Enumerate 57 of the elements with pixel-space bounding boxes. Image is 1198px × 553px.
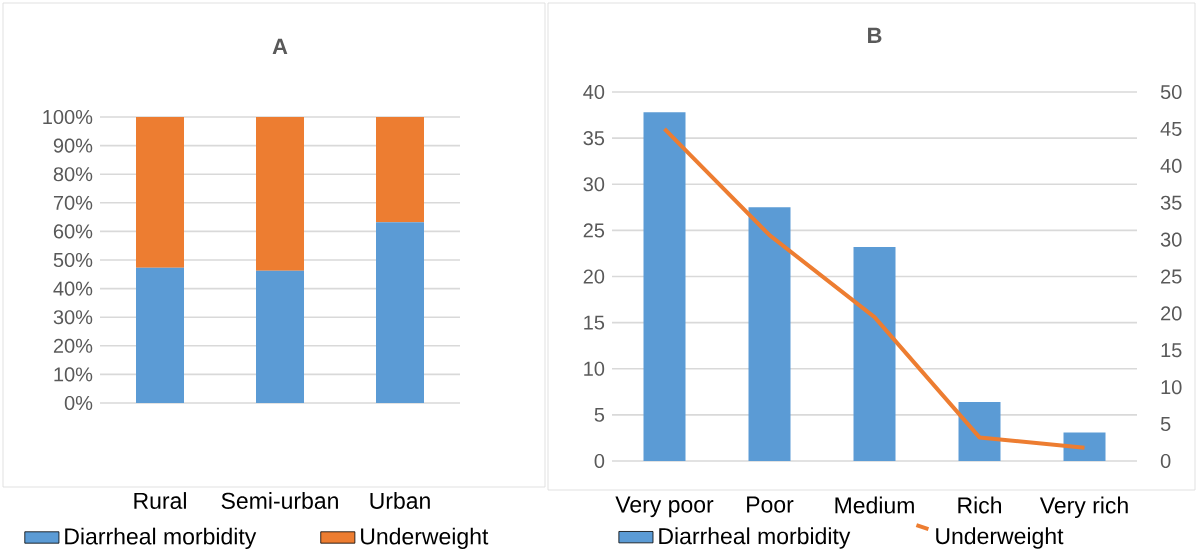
y-tick-label: 35: [583, 131, 605, 146]
y-tick-label: 20: [583, 269, 605, 284]
y-tick-label: 10: [584, 361, 605, 376]
line-series: [662, 126, 1087, 450]
y-tick-label: 25: [583, 223, 605, 238]
x-tick-label: Very rich: [1039, 496, 1128, 519]
y2-tick-label: 0: [1160, 453, 1171, 469]
chart-title: A: [272, 38, 288, 54]
y2-tick-label: 45: [1160, 121, 1182, 136]
y-tick-label: 0: [594, 453, 605, 469]
y2-tick-label: 10: [1161, 380, 1182, 395]
y-tick-label: 10%: [54, 367, 93, 382]
y-tick-label: 30%: [53, 310, 93, 325]
x-tick-label: Semi-urban: [221, 492, 338, 509]
y-tick-label: 100%: [43, 109, 93, 125]
legend-label: Underweight: [936, 527, 1064, 549]
y2-tick-label: 20: [1161, 306, 1182, 321]
bar: [376, 222, 424, 403]
bar: [853, 246, 896, 461]
y2-tick-label: 40: [1160, 158, 1182, 173]
bar: [748, 207, 791, 461]
bar: [1063, 432, 1106, 461]
y2-tick-label: 35: [1160, 195, 1182, 210]
x-tick-label: Rich: [958, 496, 1002, 514]
y2-tick-label: 50: [1160, 84, 1182, 100]
y2-tick-label: 30: [1160, 232, 1182, 247]
y-tick-label: 90%: [53, 138, 93, 153]
y-tick-label: 40%: [53, 281, 93, 296]
y2-tick-label: 25: [1161, 269, 1182, 284]
x-tick-label: Medium: [835, 496, 914, 514]
y-tick-label: 70%: [53, 195, 93, 210]
y2-tick-label: 15: [1161, 343, 1182, 358]
y-tick-label: 20%: [53, 338, 93, 353]
y-tick-label: 80%: [53, 167, 93, 182]
bar: [256, 117, 305, 271]
bar: [256, 270, 305, 403]
y-tick-label: 40: [583, 84, 605, 100]
y-tick-label: 15: [584, 315, 605, 330]
bar: [136, 117, 185, 268]
x-tick-label: Very poor: [615, 496, 714, 518]
y-tick-label: 0%: [64, 395, 93, 411]
x-tick-label: Poor: [747, 496, 794, 513]
y-tick-label: 50%: [53, 252, 93, 268]
bar: [136, 267, 185, 403]
y-tick-label: 30: [583, 177, 605, 192]
legend-label: Diarrheal morbidity: [659, 527, 851, 549]
y-tick-label: 60%: [53, 224, 93, 239]
x-tick-label: Urban: [370, 492, 430, 509]
legend-label: Underweight: [361, 527, 489, 550]
y-tick-label: 5: [594, 407, 605, 422]
legend-label: Diarrheal morbidity: [65, 527, 257, 550]
bar: [958, 401, 1001, 461]
chart-title: B: [868, 27, 882, 43]
bar: [376, 117, 424, 223]
bar: [643, 112, 686, 461]
y2-tick-label: 5: [1160, 417, 1171, 432]
x-tick-label: Rural: [134, 492, 186, 509]
